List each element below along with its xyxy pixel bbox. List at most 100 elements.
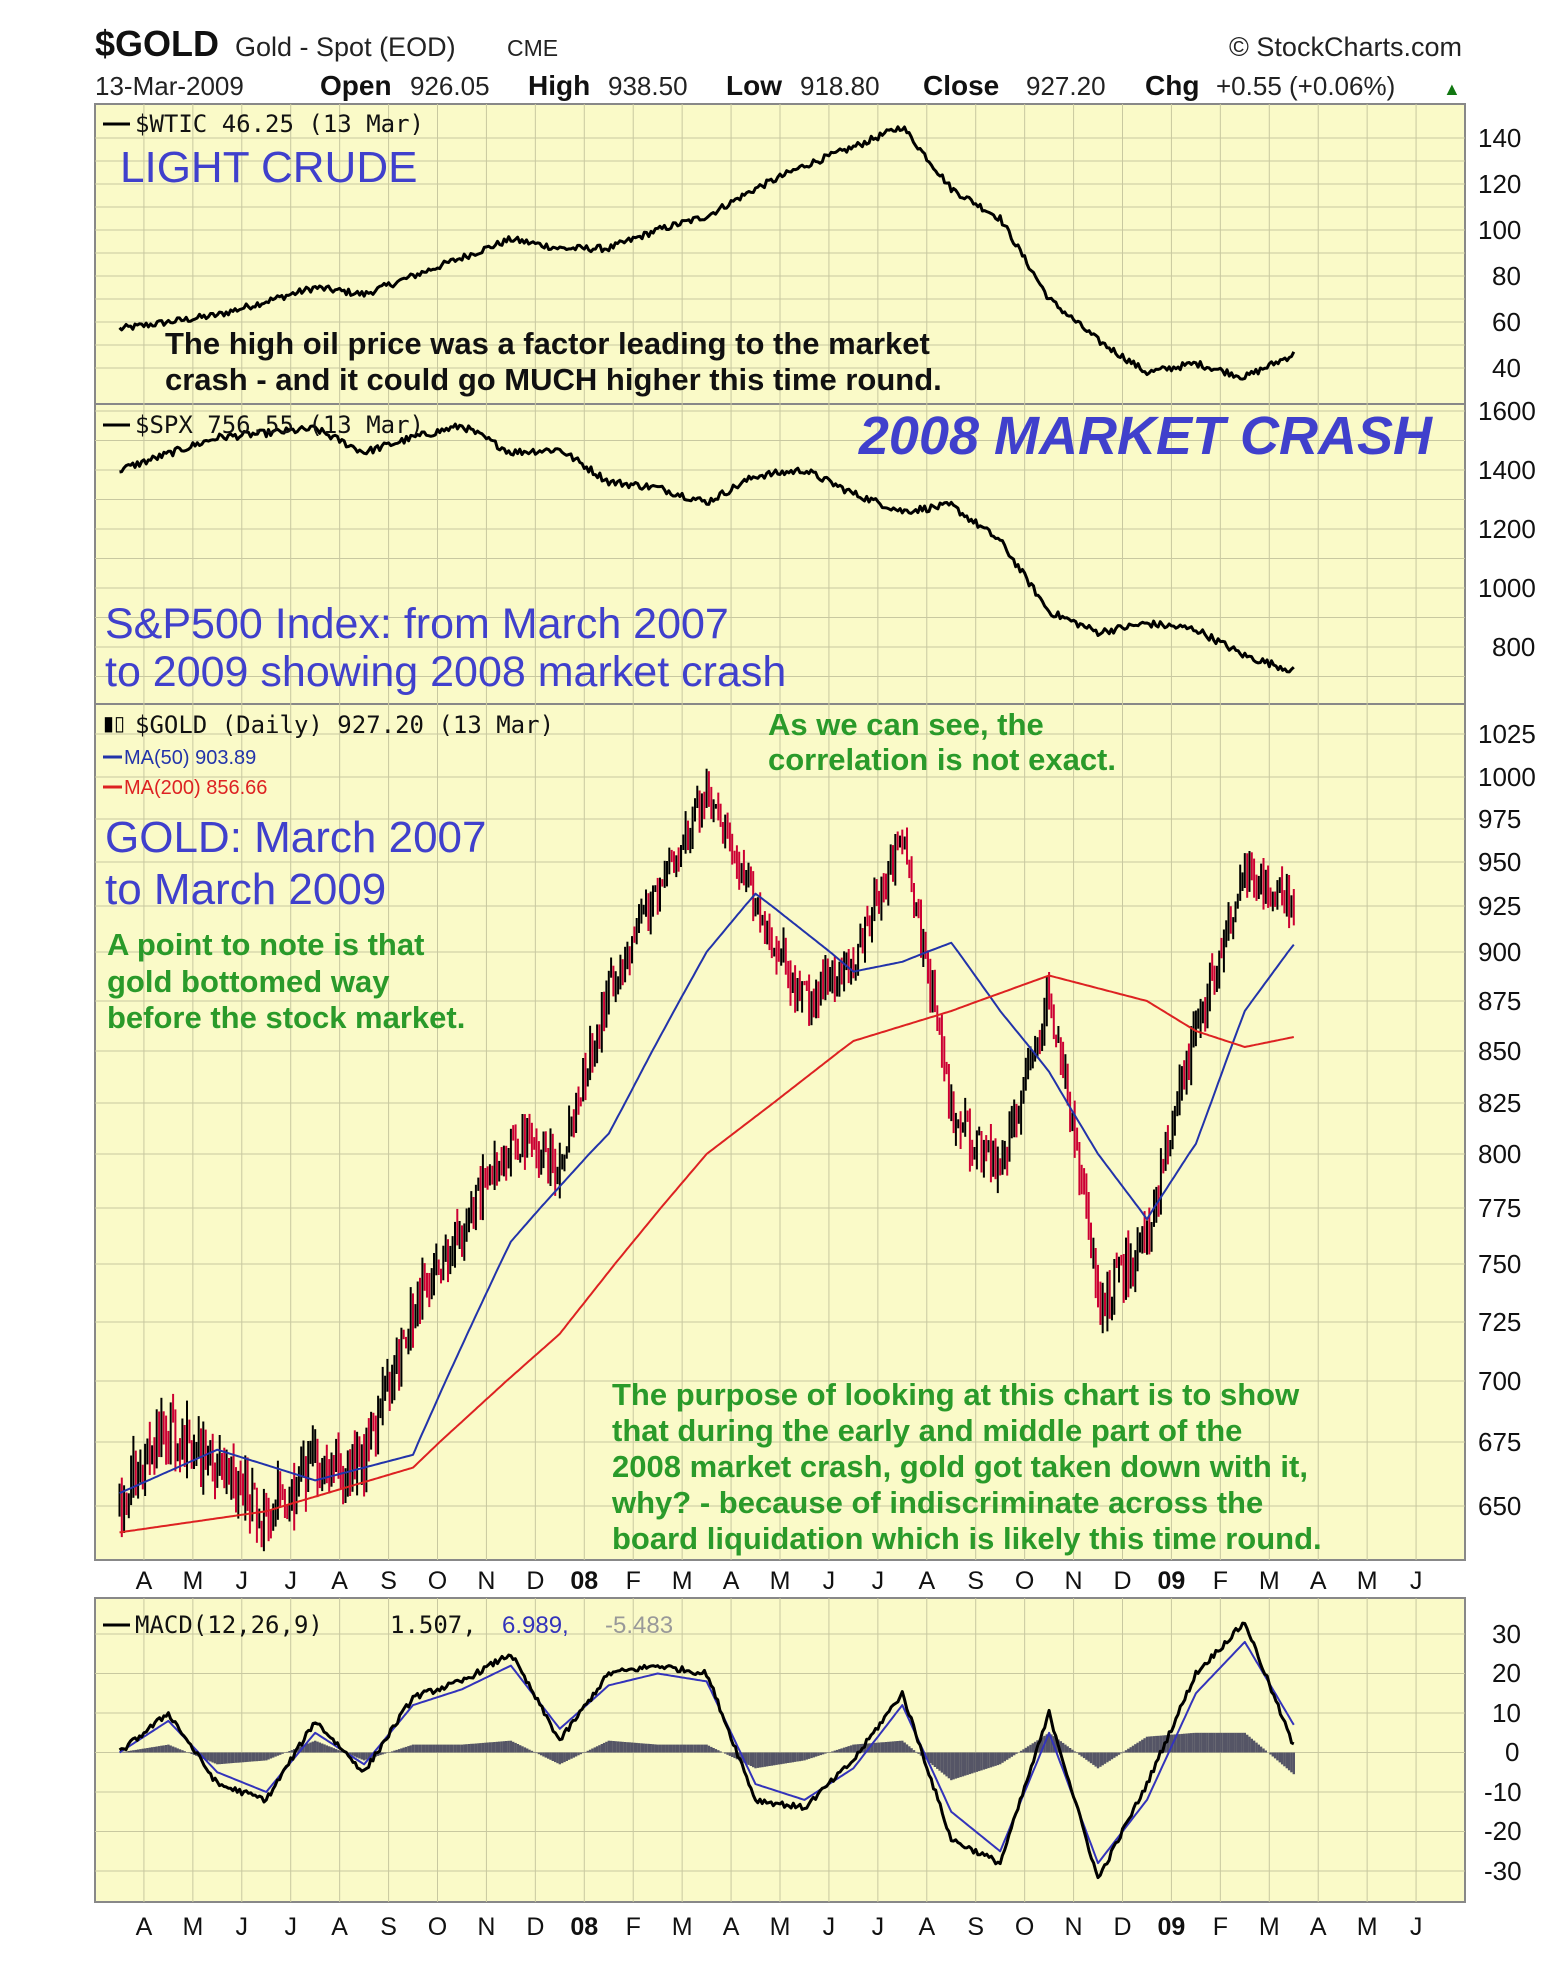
header-symbol: $GOLD <box>95 23 219 64</box>
wtic-note-line2: crash - and it could go MUCH higher this… <box>165 362 942 397</box>
spx-tick-1600: 1600 <box>1478 396 1536 426</box>
x-label-top-10: F <box>626 1567 641 1595</box>
gold-tick-775: 775 <box>1478 1193 1521 1223</box>
wtic-tick-60: 60 <box>1492 307 1521 337</box>
x-label-bottom-11: M <box>672 1913 693 1941</box>
gold-note-left-line3: before the stock market. <box>107 1000 465 1035</box>
wtic-tick-100: 100 <box>1478 215 1521 245</box>
spx-note-line1: S&P500 Index: from March 2007 <box>105 600 729 648</box>
ma200-legend: MA(200) 856.66 <box>124 777 267 799</box>
x-label-bottom-14: J <box>823 1913 836 1941</box>
wtic-tick-80: 80 <box>1492 261 1521 291</box>
x-label-bottom-18: O <box>1015 1913 1034 1941</box>
gold-legend: $GOLD (Daily) 927.20 (13 Mar) <box>135 711 554 739</box>
x-label-bottom-10: F <box>626 1913 641 1941</box>
macd-tick-neg30: -30 <box>1484 1856 1522 1886</box>
header-low-label: Low <box>726 70 782 101</box>
gold-tick-800: 800 <box>1478 1139 1521 1169</box>
x-label-top-8: D <box>526 1567 544 1595</box>
gold-note-left-line1: A point to note is that <box>107 927 424 962</box>
gold-legend-icon: ▮▯ <box>103 713 125 735</box>
gold-ma50-line <box>119 892 1295 1495</box>
gold-tick-950: 950 <box>1478 847 1521 877</box>
x-label-top-13: M <box>770 1567 791 1595</box>
x-label-top-18: O <box>1015 1567 1034 1595</box>
x-label-bottom-6: O <box>428 1913 447 1941</box>
spx-tick-1200: 1200 <box>1478 514 1536 544</box>
x-axis-top: A M J J A S O N D 08 F M A M J J A S O N D 09 F M A M J <box>136 1567 1423 1595</box>
x-label-top-4: A <box>331 1567 348 1595</box>
wtic-price-line <box>118 125 1296 381</box>
wtic-legend: $WTIC 46.25 (13 Mar) <box>135 110 424 138</box>
gold-tick-925: 925 <box>1478 891 1521 921</box>
x-label-bottom-8: D <box>526 1913 544 1941</box>
gold-note-bottom-line1: The purpose of looking at this chart is … <box>612 1377 1300 1412</box>
gold-note-bottom-line2: that during the early and middle part of… <box>612 1413 1242 1448</box>
wtic-note-line1: The high oil price was a factor leading … <box>165 326 930 361</box>
header-open-value: 926.05 <box>410 71 490 101</box>
wtic-y-axis: 140 120 100 80 60 40 <box>1478 123 1521 383</box>
gold-note-bottom-line4: why? - because of indiscriminate across … <box>611 1485 1263 1520</box>
header-date: 13-Mar-2009 <box>95 71 244 101</box>
wtic-tick-140: 140 <box>1478 123 1521 153</box>
header-exchange: CME <box>507 35 558 61</box>
header-high-value: 938.50 <box>608 71 688 101</box>
macd-y-axis: 30 20 10 0 -10 -20 -30 <box>1484 1619 1522 1886</box>
macd-tick-neg10: -10 <box>1484 1777 1522 1807</box>
header-close-label: Close <box>923 70 999 101</box>
gold-note-top-line1: As we can see, the <box>768 707 1044 742</box>
header-close-value: 927.20 <box>1026 71 1106 101</box>
x-label-bottom-15: J <box>872 1913 885 1941</box>
x-label-top-5: S <box>380 1567 397 1595</box>
gold-note-top-line2: correlation is not exact. <box>768 742 1116 777</box>
gold-tick-725: 725 <box>1478 1307 1521 1337</box>
x-label-top-11: M <box>672 1567 693 1595</box>
x-label-bottom-21: 09 <box>1158 1913 1186 1941</box>
gold-ma200-line <box>119 974 1295 1534</box>
x-axis-bottom: A M J J A S O N D 08 F M A M J J A S O N D 09 F M A M J <box>136 1913 1423 1941</box>
x-label-bottom-3: J <box>284 1913 297 1941</box>
x-label-top-14: J <box>823 1567 836 1595</box>
wtic-tick-120: 120 <box>1478 169 1521 199</box>
macd-legend-hist: -5.483 <box>605 1612 673 1639</box>
header-open-label: Open <box>320 70 392 101</box>
gold-note-bottom-line3: 2008 market crash, gold got taken down w… <box>612 1449 1308 1484</box>
macd-legend-signal: 6.989, <box>502 1612 569 1639</box>
macd-line <box>118 1621 1295 1880</box>
x-label-bottom-2: J <box>236 1913 249 1941</box>
x-label-bottom-19: N <box>1065 1913 1083 1941</box>
wtic-tick-40: 40 <box>1492 353 1521 383</box>
spx-note-line2: to 2009 showing 2008 market crash <box>105 648 786 696</box>
macd-signal-line <box>118 1640 1295 1865</box>
gold-tick-750: 750 <box>1478 1249 1521 1279</box>
x-label-top-16: A <box>918 1567 935 1595</box>
spx-price-line <box>119 422 1295 674</box>
header-chg-label: Chg <box>1145 70 1199 101</box>
gold-tick-1000: 1000 <box>1478 762 1536 792</box>
x-label-bottom-24: A <box>1310 1913 1327 1941</box>
gold-title-line1: GOLD: March 2007 <box>105 813 487 862</box>
macd-legend-label: MACD(12,26,9) <box>135 1611 323 1639</box>
x-label-top-6: O <box>428 1567 447 1595</box>
macd-tick-30: 30 <box>1492 1619 1521 1649</box>
x-label-bottom-20: D <box>1113 1913 1131 1941</box>
x-label-top-9: 08 <box>570 1567 598 1595</box>
gold-tick-875: 875 <box>1478 986 1521 1016</box>
x-label-top-21: 09 <box>1158 1567 1186 1595</box>
x-label-bottom-17: S <box>967 1913 984 1941</box>
gold-tick-825: 825 <box>1478 1088 1521 1118</box>
macd-tick-neg20: -20 <box>1484 1816 1522 1846</box>
x-label-top-22: F <box>1213 1567 1228 1595</box>
spx-y-axis: 1600 1400 1200 1000 800 <box>1478 396 1536 662</box>
macd-tick-10: 10 <box>1492 1698 1521 1728</box>
x-label-bottom-1: M <box>182 1913 203 1941</box>
gold-note-bottom-line5: board liquidation which is likely this t… <box>612 1521 1322 1556</box>
x-label-bottom-23: M <box>1259 1913 1280 1941</box>
gold-tick-1025: 1025 <box>1478 719 1536 749</box>
macd-tick-0: 0 <box>1505 1737 1519 1767</box>
header-description: Gold - Spot (EOD) <box>235 32 456 62</box>
x-label-top-15: J <box>872 1567 885 1595</box>
x-label-bottom-7: N <box>477 1913 495 1941</box>
spx-tick-800: 800 <box>1492 632 1535 662</box>
